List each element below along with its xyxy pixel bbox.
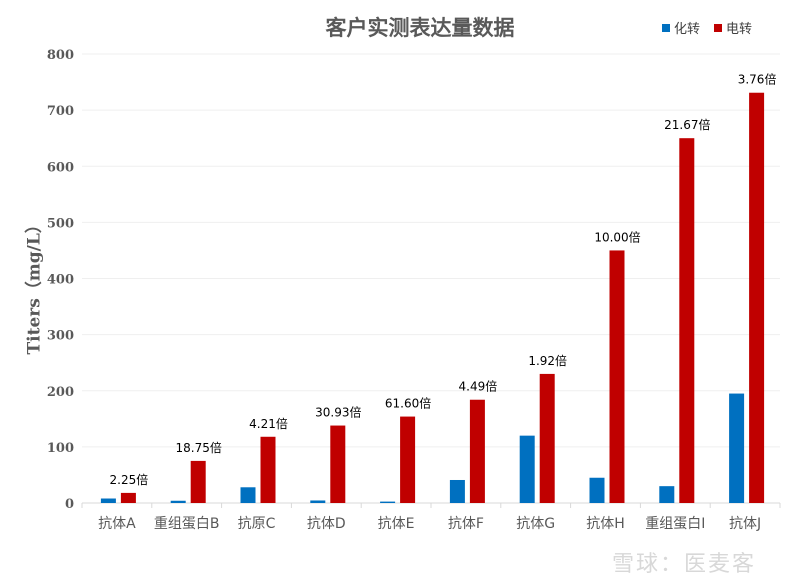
legend-swatch (714, 23, 723, 32)
y-tick-label: 500 (47, 216, 74, 231)
bar-chemical (100, 498, 116, 503)
x-tick-label: 抗体H (586, 516, 625, 532)
x-tick-label: 重组蛋白I (645, 516, 705, 532)
bar-chemical (589, 477, 605, 503)
y-tick-label: 0 (65, 497, 74, 512)
x-tick-label: 抗体D (307, 516, 346, 532)
legend: 化转 电转 (662, 18, 752, 37)
y-tick-label: 700 (47, 104, 74, 119)
y-tick-label: 100 (47, 441, 74, 456)
x-tick-label: 抗体F (448, 516, 484, 532)
data-label: 1.92倍 (528, 353, 567, 368)
x-tick-label: 抗体J (729, 516, 761, 532)
x-tick-label: 抗体G (516, 516, 555, 532)
bar-chemical (380, 501, 396, 503)
bar-electro (609, 250, 625, 503)
data-label: 2.25倍 (110, 472, 149, 487)
bar-electro (260, 436, 276, 503)
legend-item-chemical: 化转 (662, 18, 700, 37)
legend-swatch (662, 23, 670, 32)
bar-electro (120, 492, 136, 503)
bar-electro (539, 373, 555, 503)
bar-electro (749, 92, 765, 503)
x-tick-label: 重组蛋白B (154, 516, 220, 532)
bar-electro (469, 399, 485, 503)
y-tick-label: 800 (47, 48, 74, 63)
y-tick-label: 400 (47, 273, 74, 288)
data-label: 30.93倍 (315, 405, 361, 420)
data-label: 10.00倍 (594, 229, 640, 244)
bar-electro (190, 460, 206, 503)
bar-electro (679, 138, 695, 503)
bar-chemical (310, 500, 326, 503)
data-label: 3.76倍 (738, 72, 777, 87)
bar-chemical (659, 486, 675, 503)
y-tick-label: 300 (47, 329, 74, 344)
legend-item-electro: 电转 (714, 18, 752, 37)
legend-label: 电转 (726, 22, 753, 37)
data-label: 4.49倍 (459, 379, 498, 394)
x-tick-label: 抗原C (238, 516, 276, 532)
y-tick-label: 200 (47, 385, 74, 400)
bar-chemical (240, 487, 256, 503)
data-label: 21.67倍 (664, 117, 710, 132)
y-tick-label: 600 (47, 160, 74, 175)
bar-chemical (729, 393, 745, 503)
bar-chemical (449, 479, 465, 503)
x-tick-label: 抗体A (98, 516, 136, 532)
data-label: 61.60倍 (385, 396, 431, 411)
bar-electro (330, 425, 346, 503)
bar-chemical (519, 435, 535, 503)
chart-title: 客户实测表达量数据 (325, 16, 515, 40)
x-tick-label: 抗体E (378, 516, 415, 532)
legend-label: 化转 (674, 22, 701, 37)
data-label: 4.21倍 (249, 416, 288, 431)
data-label: 18.75倍 (176, 440, 222, 455)
bar-electro (400, 416, 416, 503)
bar-chemical (170, 500, 186, 503)
watermark-logo: 雪球：医麦客 (612, 552, 757, 577)
